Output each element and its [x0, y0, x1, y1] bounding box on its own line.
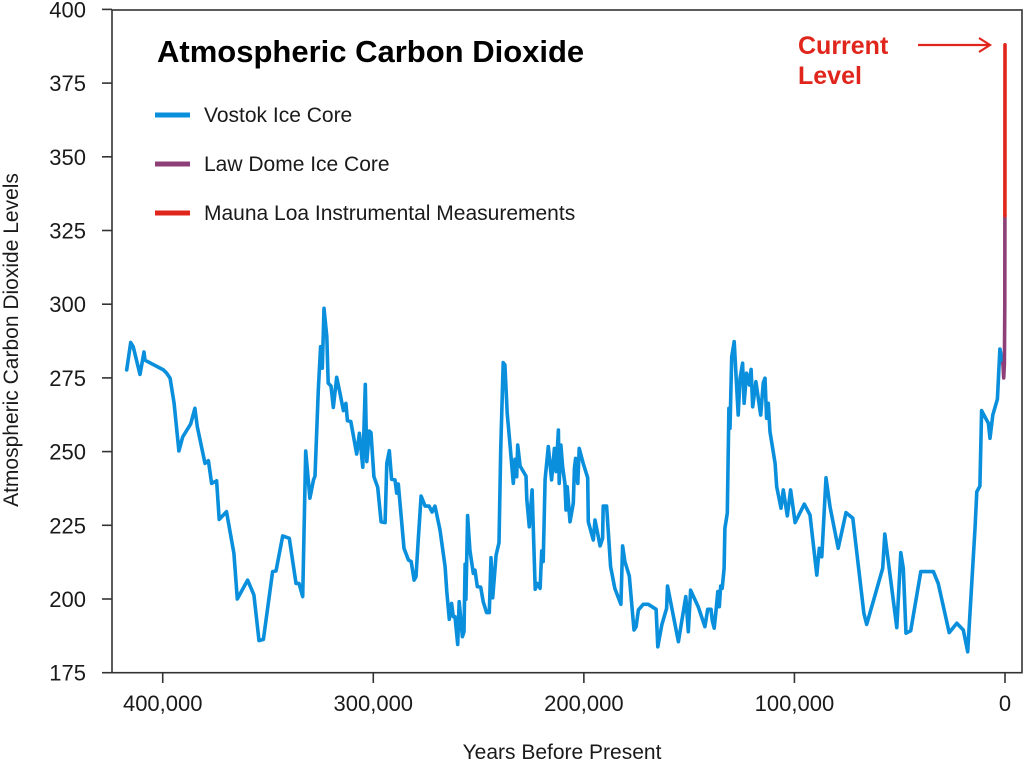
current-level-annotation: Current Level: [798, 32, 993, 90]
chart-title: Atmospheric Carbon Dioxide: [157, 34, 584, 69]
y-tick-label: 375: [49, 71, 86, 96]
x-tick-label: 100,000: [755, 691, 835, 716]
y-tick-label: 325: [49, 219, 86, 244]
y-tick-label: 200: [49, 587, 86, 612]
y-tick-label: 350: [49, 145, 86, 170]
plot-frame: [111, 9, 1023, 674]
y-tick-label: 275: [49, 366, 86, 391]
y-axis: 175 200 225 250 275 300 325 350 375 400: [49, 0, 112, 686]
vostok-series-line: [124, 306, 1005, 654]
x-tick-label: 200,000: [544, 691, 624, 716]
x-axis: 400,000 300,000 200,000 100,000 0: [123, 672, 1011, 716]
legend-label-law-dome: Law Dome Ice Core: [204, 153, 390, 176]
series-lines: [124, 42, 1007, 654]
annotation-line-1: Current: [798, 32, 889, 60]
legend-label-vostok: Vostok Ice Core: [204, 104, 352, 127]
legend-label-mauna-loa: Mauna Loa Instrumental Measurements: [204, 202, 575, 225]
x-tick-label: 400,000: [123, 691, 203, 716]
annotation-line-2: Level: [798, 62, 862, 90]
y-tick-label: 250: [49, 440, 86, 465]
legend: Vostok Ice Core Law Dome Ice Core Mauna …: [155, 104, 575, 225]
x-tick-label: 0: [999, 691, 1011, 716]
y-tick-label: 400: [49, 0, 86, 22]
x-tick-label: 300,000: [334, 691, 414, 716]
arrow-head-icon: [978, 37, 993, 53]
x-axis-title: Years Before Present: [463, 741, 662, 764]
y-tick-label: 175: [49, 661, 86, 686]
law-dome-series-line: [1001, 214, 1007, 380]
y-tick-label: 300: [49, 292, 86, 317]
y-tick-label: 225: [49, 513, 86, 538]
y-axis-title: Atmospheric Carbon Dioxide Levels: [0, 173, 23, 507]
